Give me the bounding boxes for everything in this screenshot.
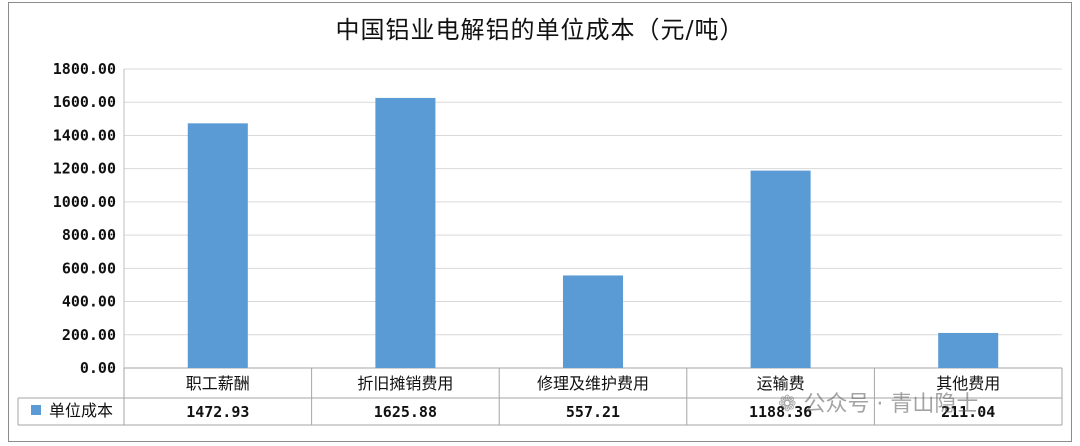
y-tick-label: 1600.00 <box>53 93 116 111</box>
y-tick-label: 1400.00 <box>53 126 116 144</box>
watermark-text: ❁ 公众号 · 青山隐士 <box>778 386 978 418</box>
category-label: 折旧摊销费用 <box>357 374 453 393</box>
bar-2 <box>375 97 436 368</box>
bar-3 <box>562 275 624 368</box>
y-tick-label: 1800.00 <box>53 60 116 78</box>
category-label: 职工薪酬 <box>186 374 250 393</box>
wechat-icon: ❁ <box>778 392 804 417</box>
legend-label: 单位成本 <box>49 401 113 420</box>
y-tick-label: 400.00 <box>62 293 116 311</box>
data-table-value: 557.21 <box>566 403 620 421</box>
y-tick-label: 0.00 <box>80 359 116 377</box>
data-table-value: 1188.36 <box>749 403 812 421</box>
category-label: 修理及维护费用 <box>537 374 649 393</box>
y-tick-label: 800.00 <box>62 226 116 244</box>
y-tick-label: 1000.00 <box>53 193 116 211</box>
category-label: 运输费 <box>757 374 805 393</box>
data-table-value: 211.04 <box>941 403 995 421</box>
y-tick-label: 1200.00 <box>53 160 116 178</box>
y-tick-label: 600.00 <box>62 259 116 277</box>
chart-frame <box>8 2 1072 442</box>
data-table-value: 1625.88 <box>374 403 437 421</box>
category-label: 其他费用 <box>936 374 1000 393</box>
legend-swatch <box>31 405 41 415</box>
data-table-value: 1472.93 <box>186 403 249 421</box>
bar-4 <box>750 170 811 368</box>
watermark-label: 公众号 · 青山隐士 <box>803 392 979 417</box>
chart-title: 中国铝业电解铝的单位成本（元/吨） <box>335 16 745 44</box>
y-tick-label: 200.00 <box>62 326 116 344</box>
bar-1 <box>187 123 248 369</box>
bar-5 <box>938 332 999 368</box>
